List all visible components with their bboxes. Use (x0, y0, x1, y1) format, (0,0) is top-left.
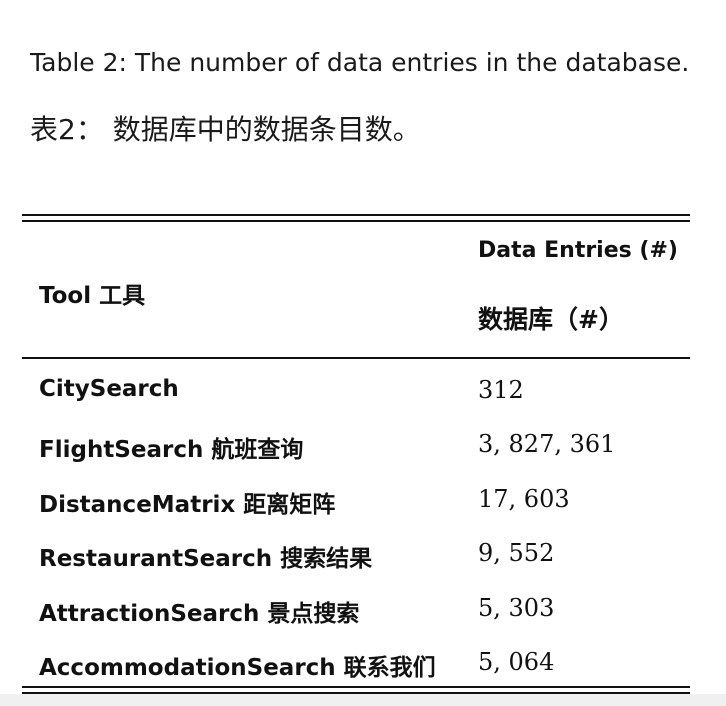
table-row: DistanceMatrix 距离矩阵 17, 603 (0, 485, 726, 525)
bottom-rule (22, 686, 690, 688)
table-row: AccommodationSearch 联系我们 5, 064 (0, 648, 726, 688)
table-row: FlightSearch 航班查询 3, 827, 361 (0, 430, 726, 470)
table-row: CitySearch 312 (0, 376, 726, 416)
tool-name: AttractionSearch 景点搜索 (39, 601, 360, 627)
entries-value: 5, 064 (478, 648, 555, 676)
caption-chinese: 表2： 数据库中的数据条目数。 (30, 113, 421, 146)
tool-name: RestaurantSearch 搜索结果 (39, 546, 373, 572)
table-row: AttractionSearch 景点搜索 5, 303 (0, 594, 726, 634)
caption-english: Table 2: The number of data entries in t… (30, 48, 690, 77)
bottom-rule-inner (22, 692, 690, 694)
entries-value: 17, 603 (478, 485, 570, 513)
entries-value: 9, 552 (478, 539, 555, 567)
entries-value: 5, 303 (478, 594, 555, 622)
header-tool: Tool 工具 (39, 283, 146, 309)
tool-name: DistanceMatrix 距离矩阵 (39, 492, 336, 518)
table-row: RestaurantSearch 搜索结果 9, 552 (0, 539, 726, 579)
page-edge (0, 694, 726, 706)
tool-name: FlightSearch 航班查询 (39, 437, 304, 463)
top-rule (22, 214, 690, 216)
header-data-entries: Data Entries (#) (478, 238, 678, 263)
header-data-entries-zh: 数据库（#） (478, 305, 624, 334)
header-rule (22, 357, 690, 359)
entries-value: 3, 827, 361 (478, 430, 616, 458)
top-rule-inner (22, 220, 690, 222)
entries-value: 312 (478, 376, 524, 404)
tool-name: AccommodationSearch 联系我们 (39, 655, 436, 681)
tool-name: CitySearch (39, 376, 179, 402)
